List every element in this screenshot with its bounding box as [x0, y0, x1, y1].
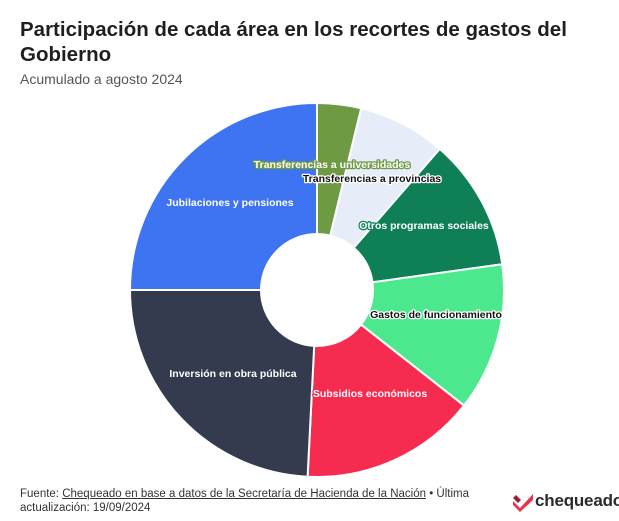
source-link[interactable]: Chequeado en base a datos de la Secretar… [62, 488, 426, 500]
chart-subtitle: Acumulado a agosto 2024 [20, 71, 183, 87]
source-suffix: • Última actualización: 19/09/2024 [20, 488, 470, 514]
label-transferencias-a-universidades: Transferencias a universidades [254, 159, 411, 171]
source-prefix: Fuente: [20, 488, 63, 500]
slice-otros-programas-sociales[interactable] [352, 147, 504, 284]
label-otros-programas-sociales: Otros programas sociales [359, 220, 489, 232]
slice-gastos-de-funcionamiento[interactable] [359, 263, 505, 407]
slice-jubilaciones-y-pensiones[interactable] [128, 101, 318, 291]
slice-subsidios-economicos[interactable] [306, 323, 466, 478]
label-inversion-en-obra-publica: Inversión en obra pública [169, 368, 296, 380]
chart-title: Participación de cada área en los recort… [20, 18, 567, 66]
label-gastos-de-funcionamiento: Gastos de funcionamiento [370, 309, 502, 321]
footer-source: Fuente: Chequeado en base a datos de la … [20, 487, 520, 515]
logo-text: chequeado [535, 491, 619, 510]
chequeado-check-icon [513, 494, 533, 512]
slice-inversion-en-obra-publica[interactable] [128, 289, 316, 478]
label-transferencias-a-provincias: Transferencias a provincias [303, 173, 441, 185]
chequeado-logo[interactable]: chequeado [511, 489, 619, 513]
label-jubilaciones-y-pensiones: Jubilaciones y pensiones [166, 197, 293, 209]
label-subsidios-economicos: Subsidios económicos [313, 388, 428, 400]
